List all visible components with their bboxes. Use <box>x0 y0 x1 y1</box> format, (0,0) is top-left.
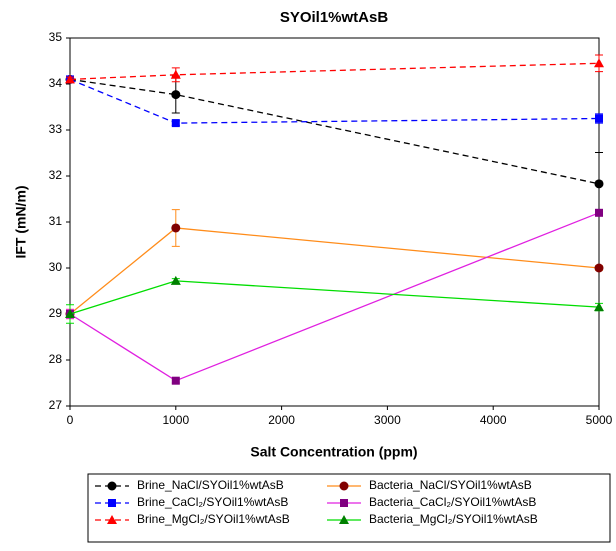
series-line <box>69 62 600 81</box>
marker <box>594 302 604 312</box>
marker <box>171 119 180 128</box>
chart-title: SYOil1%wtAsB <box>280 9 389 26</box>
x-tick-label: 4000 <box>480 413 507 427</box>
y-tick-label: 35 <box>49 30 63 44</box>
legend-marker <box>107 481 117 491</box>
marker <box>594 179 604 189</box>
legend-marker <box>339 481 349 491</box>
marker <box>171 376 180 385</box>
legend <box>87 473 611 543</box>
marker <box>171 223 181 233</box>
marker <box>65 309 75 318</box>
y-axis-label: IFT (mN/m) <box>13 185 29 258</box>
marker <box>594 58 604 68</box>
series-line <box>69 227 600 315</box>
x-tick-label: 1000 <box>162 413 189 427</box>
legend-marker <box>339 515 349 524</box>
legend-label: Brine_NaCl/SYOil1%wtAsB <box>137 478 284 492</box>
marker <box>595 208 603 217</box>
y-tick-label: 27 <box>49 398 63 412</box>
marker <box>65 74 75 84</box>
series-line <box>69 78 600 185</box>
legend-label: Brine_MgCl₂/SYOil1%wtAsB <box>137 512 290 526</box>
series-line <box>69 78 600 124</box>
legend-marker <box>340 499 348 507</box>
y-tick-label: 32 <box>49 168 63 182</box>
series-line <box>69 280 600 315</box>
marker <box>170 275 181 285</box>
y-tick-label: 34 <box>49 76 63 90</box>
marker <box>595 114 603 123</box>
x-tick-label: 2000 <box>268 413 295 427</box>
legend-marker <box>108 499 116 507</box>
legend-marker <box>107 515 117 524</box>
legend-label: Bacteria_CaCl₂/SYOil1%wtAsB <box>369 495 536 509</box>
marker <box>594 263 604 273</box>
legend-label: Brine_CaCl₂/SYOil1%wtAsB <box>137 495 288 509</box>
y-tick-label: 30 <box>49 260 63 274</box>
plot-frame <box>69 37 600 407</box>
x-tick-label: 3000 <box>374 413 401 427</box>
legend-label: Bacteria_NaCl/SYOil1%wtAsB <box>369 478 532 492</box>
series-line <box>69 212 600 382</box>
marker <box>170 69 181 79</box>
legend-label: Bacteria_MgCl₂/SYOil1%wtAsB <box>369 512 538 526</box>
marker <box>171 90 181 100</box>
x-axis-label: Salt Concentration (ppm) <box>250 444 417 460</box>
y-tick-label: 31 <box>49 214 63 228</box>
x-tick-label: 5000 <box>586 413 613 427</box>
y-tick-label: 28 <box>49 352 63 366</box>
y-tick-label: 33 <box>49 122 63 136</box>
x-tick-label: 0 <box>67 413 74 427</box>
y-tick-label: 29 <box>49 306 63 320</box>
